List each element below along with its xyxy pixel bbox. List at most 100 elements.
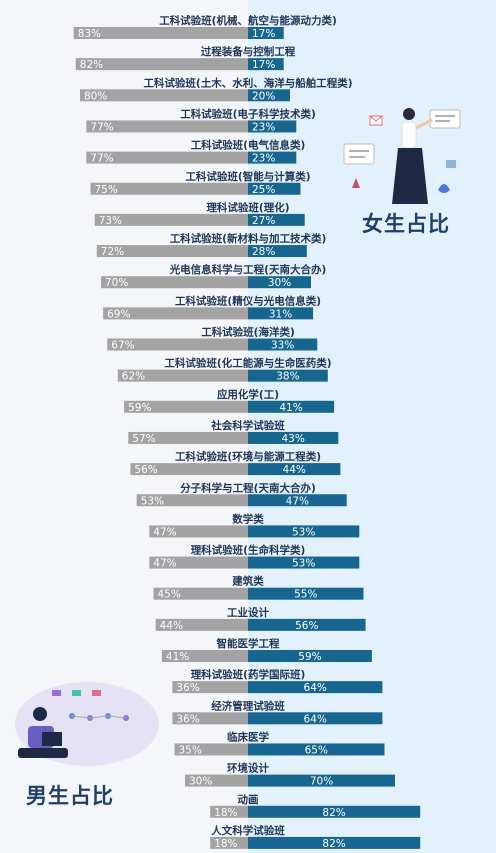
female-value-label: 27% — [252, 215, 275, 227]
category-label: 工科试验班(新材料与加工技术类) — [170, 232, 327, 245]
female-bar — [248, 400, 335, 413]
category-label: 建筑类 — [231, 575, 264, 588]
male-value-label: 73% — [99, 215, 122, 227]
male-bar — [80, 89, 248, 102]
female-value-label: 64% — [304, 713, 327, 725]
female-value-label: 59% — [298, 651, 321, 663]
category-label: 光电信息科学与工程(天南大合办) — [169, 263, 327, 276]
male-bar — [174, 743, 248, 756]
female-value-label: 17% — [252, 59, 275, 71]
category-label: 工科试验班(精仪与光电信息类) — [175, 294, 321, 307]
female-value-label: 30% — [268, 277, 291, 289]
category-label: 工科试验班(机械、航空与能源动力类) — [159, 14, 337, 27]
female-bar — [248, 805, 421, 818]
female-bar — [248, 369, 328, 382]
male-bar — [172, 681, 248, 694]
female-bar — [248, 151, 297, 164]
female-bar — [248, 58, 284, 71]
male-bar — [136, 494, 248, 507]
category-label: 过程装备与控制工程 — [201, 45, 296, 58]
category-label: 动画 — [238, 793, 259, 806]
female-value-label: 70% — [310, 776, 333, 788]
category-label: 经济管理试验班 — [211, 699, 285, 712]
male-value-label: 35% — [179, 744, 202, 756]
male-value-label: 41% — [166, 651, 189, 663]
male-value-label: 69% — [107, 308, 130, 320]
female-bar — [248, 618, 366, 631]
male-bar — [96, 245, 248, 258]
female-bar — [248, 525, 360, 538]
male-value-label: 70% — [105, 277, 128, 289]
female-bar — [248, 245, 307, 258]
female-figure-illustration — [338, 100, 488, 208]
female-bar — [248, 774, 395, 787]
female-value-label: 33% — [271, 340, 294, 352]
female-value-label: 82% — [322, 807, 345, 819]
male-bar — [101, 276, 248, 289]
male-bar — [86, 151, 248, 164]
male-value-label: 36% — [176, 682, 199, 694]
male-bar — [210, 836, 248, 849]
category-label: 理科试验班(生命科学类) — [191, 544, 306, 557]
male-value-label: 80% — [84, 90, 107, 102]
female-value-label: 53% — [292, 558, 315, 570]
male-value-label: 62% — [122, 371, 145, 383]
category-label: 分子科学与工程(天南大合办) — [180, 481, 316, 494]
female-bar — [248, 587, 364, 600]
female-value-label: 53% — [292, 526, 315, 538]
female-value-label: 28% — [252, 246, 275, 258]
male-value-label: 77% — [90, 153, 113, 165]
male-value-label: 53% — [141, 495, 164, 507]
female-bar — [248, 431, 339, 444]
male-value-label: 47% — [153, 526, 176, 538]
male-bar — [155, 618, 248, 631]
category-label: 智能医学工程 — [216, 637, 280, 650]
male-value-label: 45% — [158, 589, 181, 601]
category-label: 工科试验班(智能与计算类) — [185, 170, 310, 183]
male-value-label: 56% — [134, 464, 157, 476]
male-value-label: 75% — [95, 184, 118, 196]
male-value-label: 72% — [101, 246, 124, 258]
category-label: 工科试验班(电子科学技术类) — [180, 107, 316, 120]
male-value-label: 18% — [214, 838, 237, 850]
category-label: 工科试验班(化工能源与生命医药类) — [164, 357, 331, 370]
male-bar — [107, 338, 248, 351]
male-value-label: 44% — [160, 620, 183, 632]
male-value-label: 57% — [132, 433, 155, 445]
female-value-label: 64% — [304, 682, 327, 694]
female-legend-label: 女生占比 — [362, 212, 450, 236]
category-label: 理科试验班(药学国际班) — [191, 668, 306, 681]
female-value-label: 47% — [286, 495, 309, 507]
category-label: 工科试验班(海洋类) — [201, 326, 295, 339]
male-legend-label: 男生占比 — [26, 784, 114, 808]
category-label: 数学类 — [231, 512, 264, 525]
female-bar — [248, 27, 284, 39]
male-bar — [161, 650, 248, 662]
category-label: 环境设计 — [227, 762, 269, 775]
female-value-label: 23% — [252, 153, 275, 165]
male-bar — [210, 805, 248, 818]
female-bar — [248, 743, 385, 756]
female-value-label: 56% — [295, 620, 318, 632]
female-bar — [248, 556, 360, 569]
male-bar — [86, 120, 248, 133]
female-value-label: 44% — [283, 464, 306, 476]
female-bar — [248, 494, 347, 507]
category-label: 社会科学试验班 — [210, 419, 285, 432]
male-bar — [124, 400, 248, 413]
female-value-label: 65% — [305, 744, 328, 756]
male-bar — [103, 307, 248, 320]
male-bar — [90, 182, 248, 195]
male-value-label: 47% — [153, 558, 176, 570]
category-label: 工科试验班(电气信息类) — [191, 139, 306, 152]
male-bar — [153, 587, 248, 600]
female-value-label: 55% — [294, 589, 317, 601]
male-bar — [73, 27, 248, 39]
category-label: 人文科学试验班 — [211, 824, 285, 837]
female-value-label: 31% — [269, 308, 292, 320]
category-label: 工科试验班(环境与能源工程类) — [175, 450, 321, 463]
male-figure-illustration — [12, 676, 162, 776]
male-value-label: 18% — [214, 807, 237, 819]
category-label: 应用化学(工) — [217, 388, 279, 401]
